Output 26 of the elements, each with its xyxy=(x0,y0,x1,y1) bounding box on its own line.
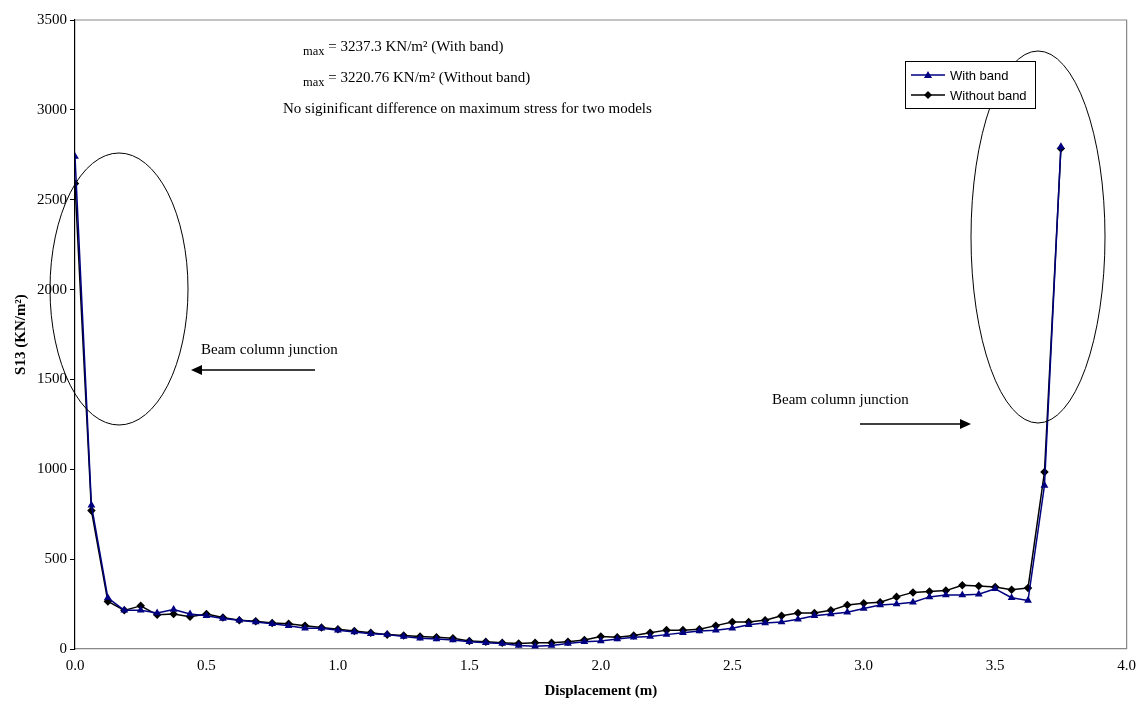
x-tick-label: 3.0 xyxy=(854,656,874,673)
y-tick-label: 1000 xyxy=(37,460,67,477)
x-tick-label: 2.5 xyxy=(722,656,742,673)
x-tick-label: 1.0 xyxy=(328,656,348,673)
y-tick-label: 2500 xyxy=(37,190,67,207)
x-axis-title: Displacement (m) xyxy=(544,681,658,699)
annotation: No siginificant difference on maximum stress for two models xyxy=(283,99,652,118)
legend-label: Without band xyxy=(950,87,1027,103)
annotation: $_{max}$ = 3220.76 KN/m² (Without band) xyxy=(302,68,532,91)
y-tick-label: 500 xyxy=(44,550,67,567)
x-tick-label: 0.0 xyxy=(65,656,85,673)
x-tick-label: 2.0 xyxy=(591,656,611,673)
x-tick-label: 4.0 xyxy=(1117,656,1136,673)
legend-label: With band xyxy=(950,67,1009,83)
y-tick-label: 2000 xyxy=(37,280,67,297)
y-tick-label: 3000 xyxy=(37,100,67,117)
y-tick-label: 0 xyxy=(59,639,67,656)
y-tick-label: 3500 xyxy=(37,10,67,27)
annotation: Beam column junction xyxy=(201,341,338,358)
x-tick-label: 0.5 xyxy=(197,656,216,673)
y-tick-label: 1500 xyxy=(37,370,67,387)
x-tick-label: 1.5 xyxy=(459,656,479,673)
annotation: Beam column junction xyxy=(772,391,909,408)
x-tick-label: 3.5 xyxy=(985,656,1005,673)
annotation: $_{max}$ = 3237.3 KN/m² (With band) xyxy=(302,37,505,60)
y-axis-title: S13 (KN/m²) xyxy=(11,294,29,375)
